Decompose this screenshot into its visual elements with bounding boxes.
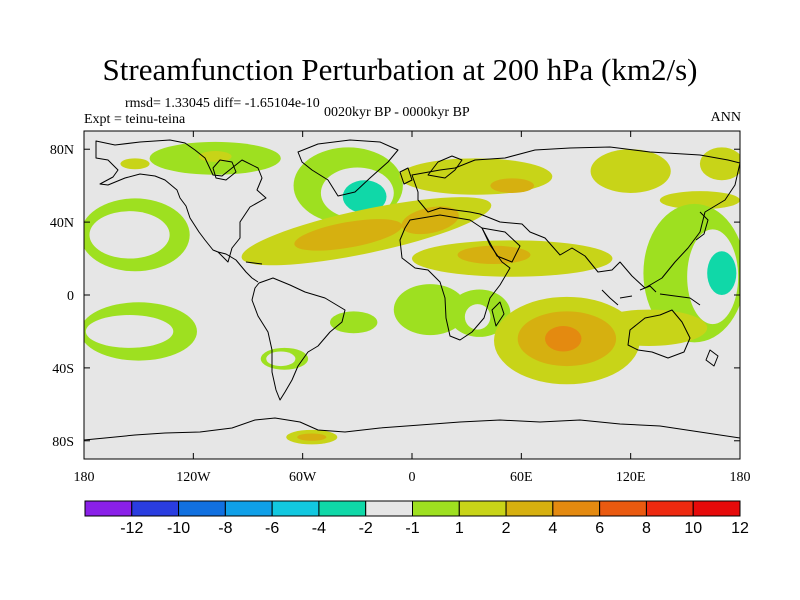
- y-tick-label-4: 80S: [52, 435, 74, 450]
- contour-region-13: [659, 191, 740, 210]
- contour-region-34: [297, 433, 327, 441]
- x-axis: 180 120W 60W 0 60E 120E 180: [74, 131, 751, 485]
- y-tick-label-2: 0: [67, 289, 74, 304]
- colorbar-label-7: 1: [455, 520, 464, 537]
- contour-region-29: [85, 315, 174, 348]
- contour-region-10: [401, 206, 459, 235]
- contour-region-23: [707, 251, 737, 295]
- coastline-hudson-bay: [212, 159, 237, 181]
- colorbar-swatch-7: [412, 500, 460, 517]
- colorbar-label-2: -8: [218, 520, 232, 537]
- colorbar: -12 -10 -8 -6 -4 -2 -1 1 2 4 6 8 10 12: [84, 500, 749, 537]
- contour-region-12: [699, 147, 740, 181]
- coastline-britain: [399, 167, 413, 185]
- contour-region-9: [294, 219, 403, 251]
- coastline-australia: [627, 309, 691, 359]
- colorbar-label-0: -12: [120, 520, 143, 537]
- x-tick-label-5: 120E: [616, 470, 646, 485]
- coastline-south-america: [251, 277, 346, 401]
- coastline-north-america: [95, 139, 267, 263]
- y-tick-label-0: 80N: [50, 143, 74, 158]
- contour-region-7: [490, 178, 535, 193]
- colorbar-label-6: -1: [405, 520, 419, 537]
- colorbar-label-4: -4: [312, 520, 326, 537]
- season-label: ANN: [710, 110, 741, 125]
- x-tick-label-1: 120W: [176, 470, 211, 485]
- coastline-eurasia: [411, 146, 740, 289]
- y-tick-label-3: 40S: [52, 362, 74, 377]
- coastline-new-zealand: [705, 349, 719, 367]
- contour-fills: [84, 141, 740, 445]
- contour-region-11: [590, 149, 671, 193]
- x-tick-label-6: 180: [730, 470, 751, 485]
- colorbar-label-10: 6: [595, 520, 604, 537]
- coastlines: [84, 139, 740, 441]
- contour-region-17: [457, 245, 531, 265]
- colorbar-label-8: 2: [502, 520, 511, 537]
- colorbar-swatch-2: [178, 500, 226, 517]
- y-axis: 80N 40N 0 40S 80S: [50, 143, 740, 450]
- colorbar-swatch-11: [599, 500, 647, 517]
- period-label: 0020kyr BP - 0000kyr BP: [324, 105, 470, 120]
- y-tick-label-1: 40N: [50, 216, 74, 231]
- contour-region-2: [120, 158, 150, 170]
- colorbar-swatch-8: [458, 500, 507, 517]
- coastline-gulf-central-america: [217, 251, 259, 283]
- colorbar-label-13: 12: [731, 520, 749, 537]
- stats-line: rmsd= 1.33045 diff= -1.65104e-10: [125, 96, 320, 111]
- coastline-scandinavia: [427, 155, 463, 179]
- x-tick-label-0: 180: [74, 470, 95, 485]
- colorbar-swatch-5: [318, 500, 367, 517]
- colorbar-swatch-12: [645, 500, 694, 517]
- colorbar-swatch-1: [131, 500, 180, 517]
- colorbar-swatch-6: [365, 500, 414, 517]
- coastline-madagascar: [491, 301, 505, 327]
- contour-region-27: [545, 325, 582, 352]
- colorbar-label-12: 10: [684, 520, 702, 537]
- colorbar-swatch-13: [692, 500, 741, 517]
- coastline-greenland: [297, 139, 399, 197]
- coastline-japan: [695, 211, 709, 241]
- colorbar-swatch-10: [552, 500, 601, 517]
- chart-title: Streamfunction Perturbation at 200 hPa (…: [102, 52, 698, 87]
- colorbar-swatch-3: [224, 500, 273, 517]
- experiment-label: Expt = teinu-teina: [84, 112, 186, 127]
- colorbar-swatch-4: [271, 500, 320, 517]
- coastline-maritime-continent: [601, 285, 701, 306]
- contour-region-20: [464, 304, 491, 330]
- contour-region-1: [198, 151, 232, 162]
- x-tick-label-4: 60E: [510, 470, 533, 485]
- contour-region-30: [330, 311, 378, 334]
- x-tick-label-2: 60W: [289, 470, 317, 485]
- colorbar-label-1: -10: [167, 520, 190, 537]
- contour-region-5: [342, 180, 387, 214]
- contour-region-32: [266, 351, 296, 367]
- x-tick-label-3: 0: [409, 470, 416, 485]
- coastline-cuba: [245, 261, 263, 265]
- colorbar-swatch-0: [84, 500, 133, 517]
- coastline-antarctica: [84, 417, 740, 441]
- coastline-arabia: [481, 227, 521, 263]
- colorbar-label-3: -6: [265, 520, 279, 537]
- colorbar-label-11: 8: [642, 520, 651, 537]
- contour-region-15: [89, 211, 170, 259]
- colorbar-label-5: -2: [359, 520, 373, 537]
- contour-region-18: [393, 284, 467, 336]
- colorbar-label-9: 4: [548, 520, 557, 537]
- colorbar-swatch-9: [505, 500, 554, 517]
